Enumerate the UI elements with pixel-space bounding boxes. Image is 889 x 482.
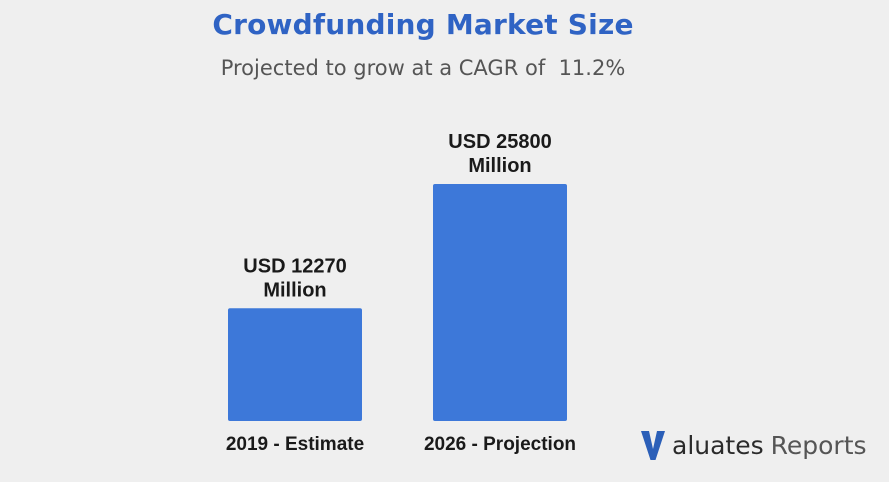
logo-suffix-text: Reports <box>770 430 867 460</box>
valuates-reports-logo: aluates Reports <box>640 424 867 466</box>
chart-title: Crowdfunding Market Size <box>212 8 634 41</box>
bar-1 <box>228 308 362 421</box>
valuates-v-logo-icon <box>641 431 665 460</box>
chart-subtitle: Projected to grow at a CAGR of 11.2% <box>220 56 626 80</box>
data-label-2-line-1: USD 25800 <box>448 131 551 153</box>
logo-brand-text: aluates <box>672 430 764 460</box>
data-label-1-line-1: USD 12270 <box>243 255 346 277</box>
bar-2 <box>433 183 567 421</box>
category-label-1: 2019 - Estimate <box>226 434 364 455</box>
category-label-2: 2026 - Projection <box>424 434 576 455</box>
data-label-2-line-2: Million <box>468 155 531 177</box>
data-label-1-line-2: Million <box>263 279 326 301</box>
